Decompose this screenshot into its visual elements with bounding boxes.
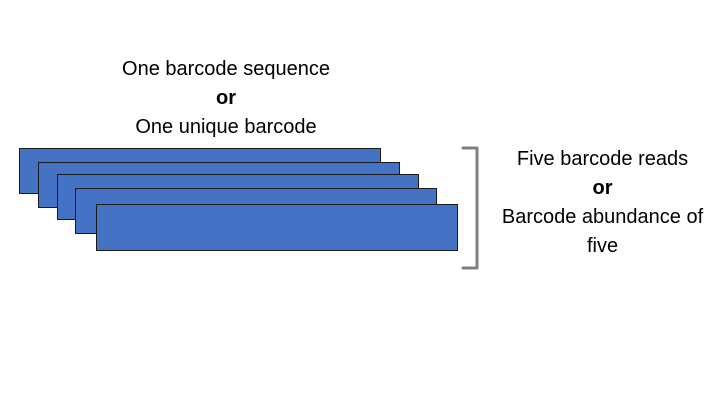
top-label-line-2: One unique barcode [135, 116, 317, 138]
top-label: One barcode sequence or One unique barco… [86, 55, 366, 142]
right-label-line-3: five [586, 235, 619, 257]
right-label-line-2: Barcode abundance of [501, 206, 704, 228]
barcode-read-bar-5 [96, 204, 458, 251]
right-bracket-icon [461, 146, 479, 270]
right-label-connector: or [592, 177, 613, 199]
top-label-line-1: One barcode sequence [122, 58, 330, 80]
right-label: Five barcode reads or Barcode abundance … [485, 145, 720, 261]
top-label-connector: or [216, 87, 236, 109]
right-label-line-1: Five barcode reads [516, 148, 689, 170]
